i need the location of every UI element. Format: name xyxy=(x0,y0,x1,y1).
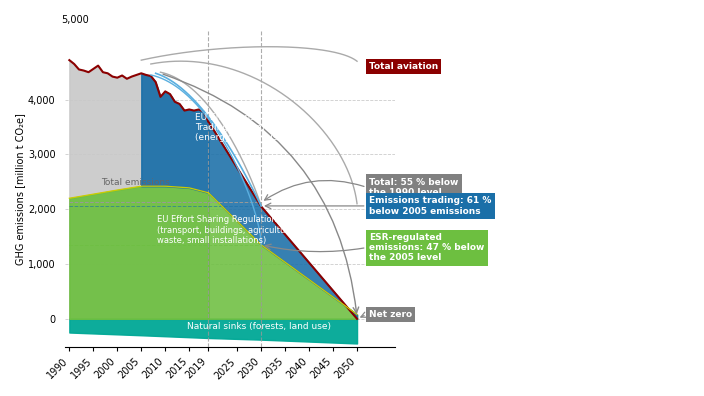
Text: Natural sinks (forests, land use): Natural sinks (forests, land use) xyxy=(187,322,331,331)
Text: Net zero: Net zero xyxy=(369,310,412,319)
Text: Total aviation: Total aviation xyxy=(369,62,439,71)
Text: Total emissions: Total emissions xyxy=(101,178,170,187)
Text: 5,000: 5,000 xyxy=(61,15,89,25)
Text: EU Effort Sharing Regulation
(transport, buildings, agriculture,
waste, small in: EU Effort Sharing Regulation (transport,… xyxy=(157,215,297,245)
Text: Total: 55 % below
the 1990 level: Total: 55 % below the 1990 level xyxy=(369,177,458,197)
Text: ESR-regulated
emissions: 47 % below
the 2005 level: ESR-regulated emissions: 47 % below the … xyxy=(369,233,484,263)
Text: Emissions trading: 61 %
below 2005 emissions: Emissions trading: 61 % below 2005 emiss… xyxy=(369,196,491,215)
Text: EU Emissions
Trading System
(energy and industry): EU Emissions Trading System (energy and … xyxy=(195,112,294,143)
Y-axis label: GHG emissions [million t CO₂e]: GHG emissions [million t CO₂e] xyxy=(15,113,25,265)
